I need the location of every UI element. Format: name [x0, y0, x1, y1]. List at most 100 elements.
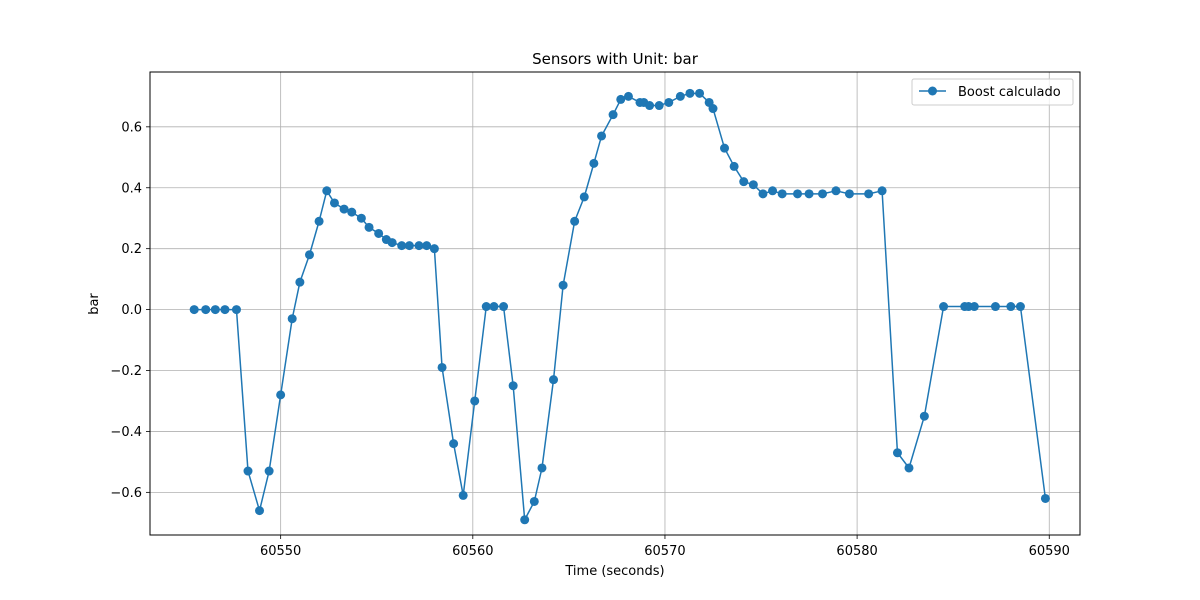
data-point — [347, 207, 357, 217]
legend-label: Boost calculado — [958, 85, 1061, 100]
data-point — [777, 189, 787, 199]
data-point — [904, 463, 914, 473]
y-tick-label: 0.4 — [121, 181, 142, 196]
data-point — [597, 131, 607, 141]
data-point — [608, 110, 618, 120]
data-point — [645, 101, 655, 111]
data-point — [892, 448, 902, 458]
x-axis-label: Time (seconds) — [564, 564, 664, 579]
series-layer — [189, 88, 1050, 525]
data-point — [623, 91, 633, 101]
data-point — [295, 277, 305, 287]
data-point — [374, 228, 384, 238]
data-point — [449, 439, 459, 449]
data-point — [529, 496, 539, 506]
data-point — [708, 104, 718, 114]
data-point — [287, 314, 297, 324]
data-point — [470, 396, 480, 406]
data-point — [322, 186, 332, 196]
data-point — [422, 241, 432, 251]
data-point — [664, 97, 674, 107]
data-point — [210, 305, 220, 315]
data-point — [339, 204, 349, 214]
data-point — [695, 88, 705, 98]
data-point — [255, 506, 265, 516]
data-point — [739, 177, 749, 187]
legend: Boost calculado — [911, 78, 1074, 106]
data-point — [818, 189, 828, 199]
plot-frame — [149, 71, 1081, 536]
data-point — [804, 189, 814, 199]
data-point — [1006, 302, 1016, 312]
x-tick-label: 60570 — [644, 544, 685, 559]
data-point — [243, 466, 253, 476]
data-point — [304, 250, 314, 260]
data-point — [729, 161, 739, 171]
data-point — [589, 158, 599, 168]
data-point — [458, 490, 468, 500]
data-point — [537, 463, 547, 473]
data-point — [397, 241, 407, 251]
data-point — [675, 91, 685, 101]
legend-marker-swatch — [928, 86, 937, 96]
data-point — [404, 241, 414, 251]
data-point — [189, 305, 199, 315]
grid — [150, 72, 1080, 535]
data-point — [720, 143, 730, 153]
x-tick-label: 60550 — [260, 544, 301, 559]
data-point — [499, 302, 509, 312]
y-tick-label: −0.2 — [110, 364, 142, 379]
x-tick-label: 60590 — [1029, 544, 1070, 559]
chart-title: Sensors with Unit: bar — [532, 50, 699, 68]
legend-box — [911, 78, 1074, 106]
y-tick-label: −0.6 — [110, 486, 142, 501]
data-point — [919, 411, 929, 421]
data-point — [481, 302, 491, 312]
data-point — [231, 305, 241, 315]
ticks: 60550 60560 60570 60580 60590 −0.6 −0.4 −0.2 0.0… — [110, 120, 1070, 559]
data-point — [437, 362, 447, 372]
data-point — [489, 302, 499, 312]
x-tick-label: 60560 — [452, 544, 493, 559]
x-tick-label: 60580 — [836, 544, 877, 559]
data-point — [387, 238, 397, 248]
data-point — [520, 515, 530, 525]
data-point — [990, 302, 1000, 312]
data-point — [264, 466, 274, 476]
data-point — [864, 189, 874, 199]
y-tick-label: 0.0 — [121, 303, 142, 318]
data-point — [1015, 302, 1025, 312]
data-point — [570, 216, 580, 226]
data-point — [508, 381, 518, 391]
y-tick-label: −0.4 — [110, 425, 142, 440]
data-point — [1040, 493, 1050, 503]
data-point — [329, 198, 339, 208]
data-point — [685, 88, 695, 98]
data-point — [877, 186, 887, 196]
data-point — [549, 375, 559, 385]
data-point — [558, 280, 568, 290]
data-point — [768, 186, 778, 196]
y-tick-label: 0.2 — [121, 242, 142, 257]
data-point — [616, 94, 626, 104]
data-point — [748, 180, 758, 190]
data-point — [844, 189, 854, 199]
data-point — [314, 216, 324, 226]
data-point — [579, 192, 589, 202]
data-point — [429, 244, 439, 254]
data-point — [969, 302, 979, 312]
data-point — [414, 241, 424, 251]
data-point — [793, 189, 803, 199]
data-point — [356, 213, 366, 223]
data-point — [364, 222, 374, 232]
data-point — [654, 101, 664, 111]
data-point — [939, 302, 949, 312]
data-point — [831, 186, 841, 196]
data-point — [220, 305, 230, 315]
data-point — [201, 305, 211, 315]
data-point — [276, 390, 286, 400]
y-axis-label: bar — [87, 293, 102, 315]
data-point — [758, 189, 768, 199]
y-tick-label: 0.6 — [121, 120, 142, 135]
